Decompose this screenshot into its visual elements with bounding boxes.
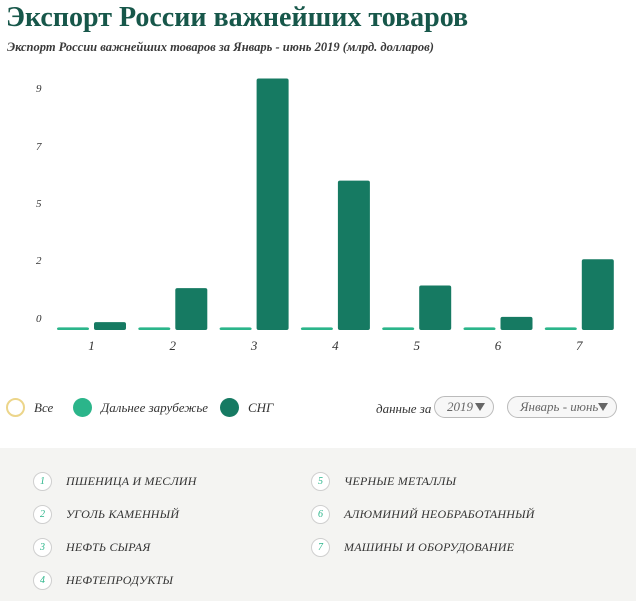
chevron-down-icon: [598, 403, 609, 411]
year-select[interactable]: 2019: [434, 396, 494, 418]
page-title: Экспорт России важнейших товаров: [6, 2, 469, 33]
bar-far-abroad-3[interactable]: [219, 327, 252, 330]
legend-label-cis: СНГ: [248, 399, 274, 415]
key-label: МАШИНЫ И ОБОРУДОВАНИЕ: [344, 540, 515, 554]
key-item-6: 6 АЛЮМИНИЙ НЕОБРАБОТАННЫЙ: [311, 505, 535, 524]
key-number: 1: [33, 472, 52, 491]
key-item-7: 7 МАШИНЫ И ОБОРУДОВАНИЕ: [311, 538, 514, 557]
key-item-3: 3 НЕФТЬ СЫРАЯ: [33, 538, 150, 557]
y-tick-label: 5: [36, 198, 42, 210]
legend-dot-all: [6, 398, 25, 417]
key-item-2: 2 УГОЛЬ КАМЕННЫЙ: [33, 505, 179, 524]
y-tick-label: 9: [36, 83, 42, 95]
key-label: ЧЕРНЫЕ МЕТАЛЛЫ: [344, 474, 457, 488]
filter-label: данные за: [376, 401, 432, 416]
bar-cis-3[interactable]: [256, 78, 289, 330]
bar-cis-2[interactable]: [175, 288, 208, 330]
bar-cis-1[interactable]: [94, 322, 126, 330]
bar-far-abroad-7[interactable]: [544, 327, 577, 330]
key-label: НЕФТЕПРОДУКТЫ: [66, 573, 174, 587]
x-tick-label: 1: [88, 338, 95, 353]
legend-label-all: Все: [34, 399, 54, 415]
category-key-panel: 1 ПШЕНИЦА И МЕСЛИН 2 УГОЛЬ КАМЕННЫЙ 3 НЕ…: [0, 448, 636, 601]
bar-chart: 0 2 5 7 9 1 2 3 4 5 6 7: [36, 78, 614, 353]
key-number: 5: [311, 472, 330, 491]
bar-far-abroad-5[interactable]: [382, 327, 415, 330]
legend: Все Дальнее зарубежье СНГ: [0, 398, 636, 420]
key-number: 2: [33, 505, 52, 524]
bar-far-abroad-4[interactable]: [300, 327, 333, 330]
bar-far-abroad-2[interactable]: [138, 327, 171, 330]
key-number: 4: [33, 571, 52, 590]
key-label: НЕФТЬ СЫРАЯ: [66, 540, 151, 554]
key-item-1: 1 ПШЕНИЦА И МЕСЛИН: [33, 472, 197, 491]
key-label: ПШЕНИЦА И МЕСЛИН: [66, 474, 197, 488]
bar-cis-6[interactable]: [500, 316, 533, 330]
legend-dot-far-abroad: [73, 398, 92, 417]
key-item-4: 4 НЕФТЕПРОДУКТЫ: [33, 571, 173, 590]
bar-cis-7[interactable]: [581, 259, 614, 330]
year-select-value: 2019: [447, 399, 473, 414]
legend-label-far-abroad: Дальнее зарубежье: [101, 399, 209, 415]
key-number: 7: [311, 538, 330, 557]
page-subtitle: Экспорт России важнейших товаров за Янва…: [7, 40, 434, 54]
legend-item-far-abroad[interactable]: Дальнее зарубежье: [73, 398, 208, 417]
period-select[interactable]: Январь - июнь: [507, 396, 617, 418]
key-number: 6: [311, 505, 330, 524]
x-tick-label: 6: [495, 338, 502, 353]
key-label: УГОЛЬ КАМЕННЫЙ: [66, 507, 180, 521]
key-label: АЛЮМИНИЙ НЕОБРАБОТАННЫЙ: [344, 507, 535, 521]
y-tick-label: 0: [36, 313, 42, 325]
bar-far-abroad-1[interactable]: [57, 327, 89, 330]
x-tick-label: 7: [576, 338, 583, 353]
y-tick-label: 2: [36, 255, 42, 267]
key-item-5: 5 ЧЕРНЫЕ МЕТАЛЛЫ: [311, 472, 456, 491]
y-tick-label: 7: [36, 141, 42, 153]
legend-item-all[interactable]: Все: [6, 398, 53, 417]
legend-item-cis[interactable]: СНГ: [220, 398, 273, 417]
chevron-down-icon: [475, 403, 485, 411]
x-tick-label: 3: [250, 338, 258, 353]
x-tick-label: 5: [413, 338, 420, 353]
bar-cis-5[interactable]: [419, 285, 452, 330]
bar-cis-4[interactable]: [337, 180, 370, 330]
x-tick-label: 2: [170, 338, 177, 353]
legend-dot-cis: [220, 398, 239, 417]
key-number: 3: [33, 538, 52, 557]
period-select-value: Январь - июнь: [520, 399, 599, 414]
bar-far-abroad-6[interactable]: [463, 327, 496, 330]
x-tick-label: 4: [332, 338, 339, 353]
